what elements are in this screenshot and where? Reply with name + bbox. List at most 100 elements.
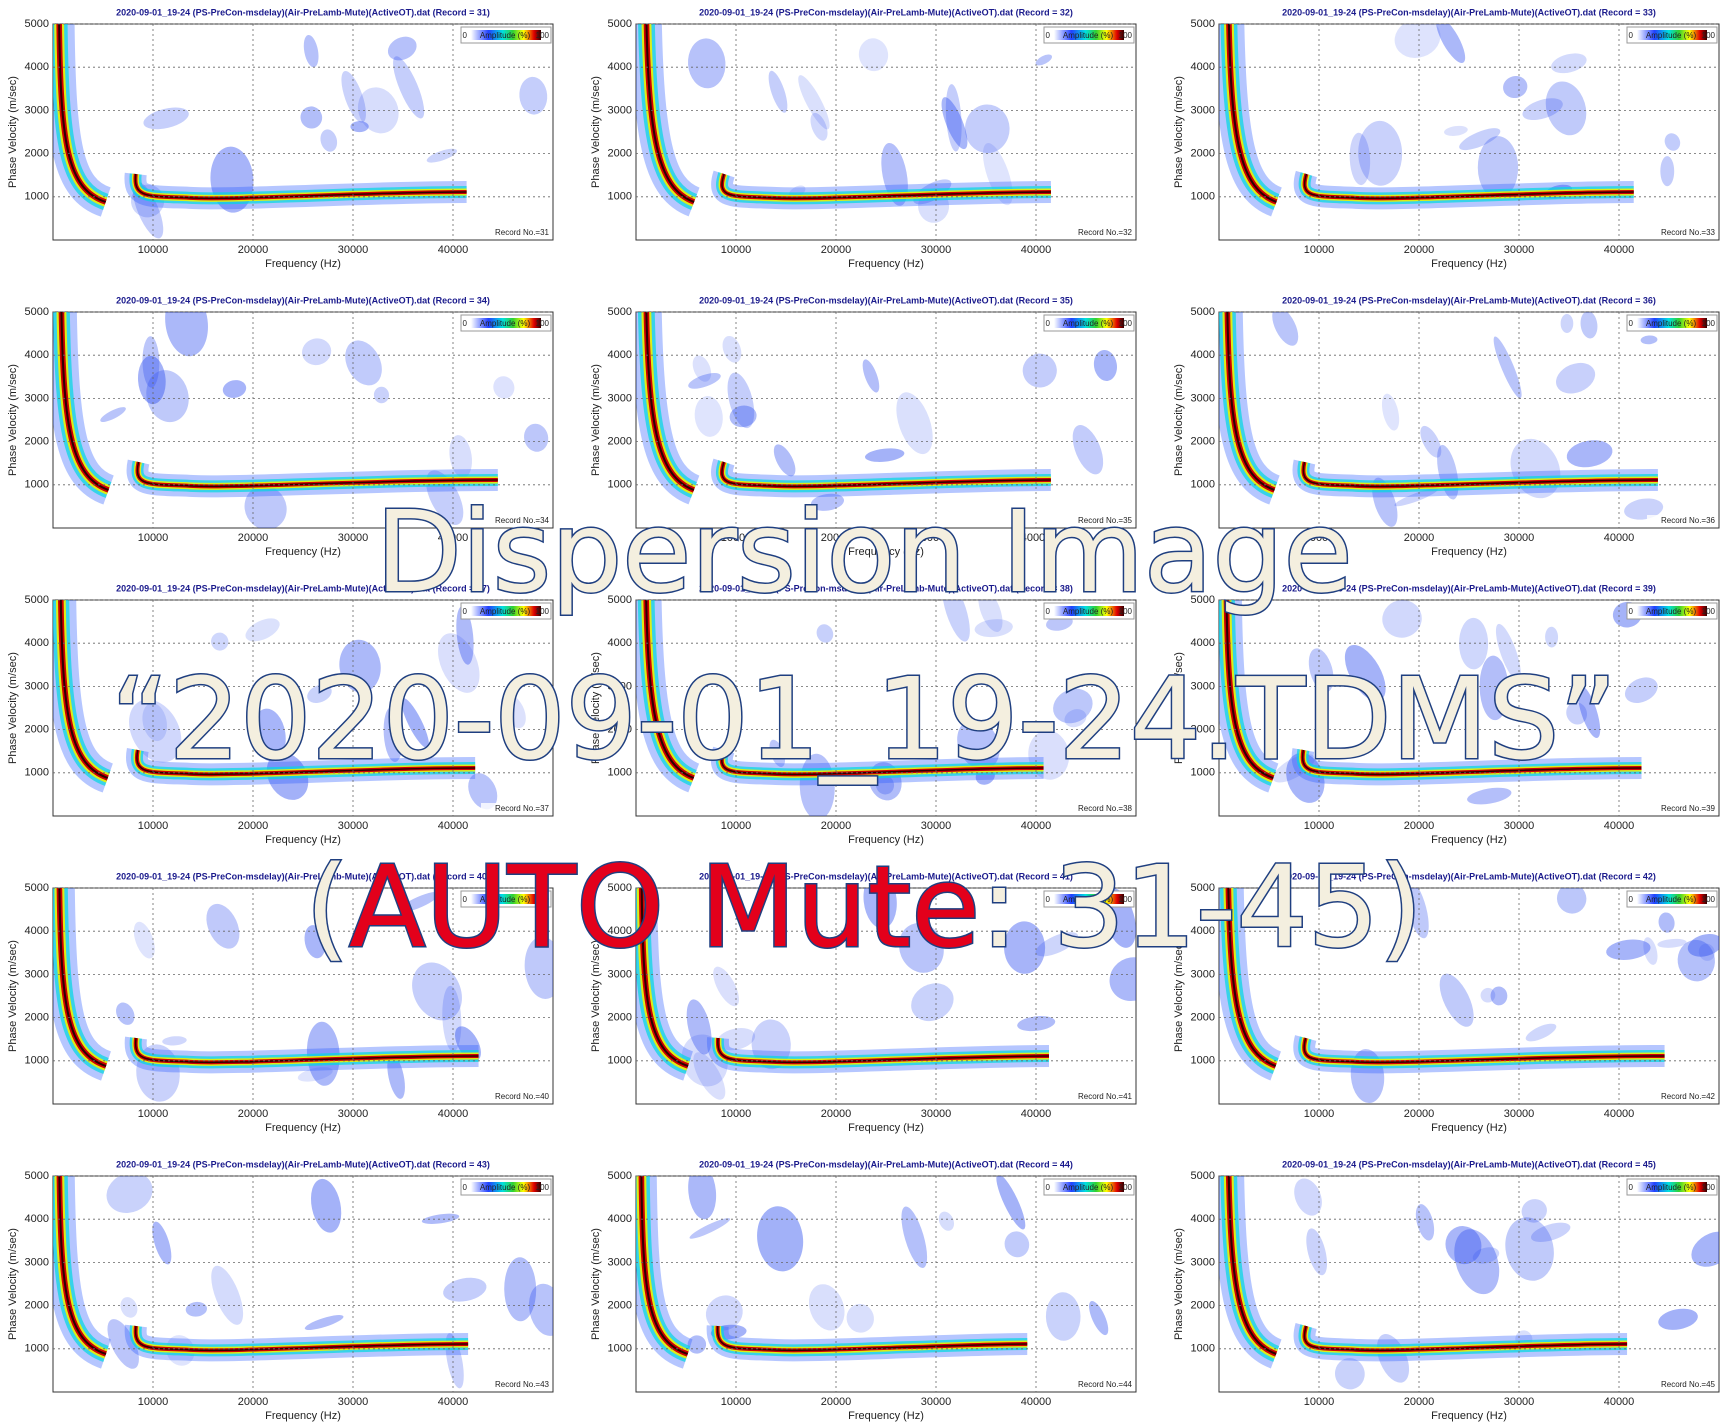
panel: 2020-09-01_19-24 (PS-PreCon-msdelay)(Air… xyxy=(1173,871,1720,1134)
blob xyxy=(1525,1023,1557,1042)
blob xyxy=(1004,1231,1030,1258)
panels: 2020-09-01_19-24 (PS-PreCon-msdelay)(Air… xyxy=(7,7,1720,1422)
y-tick-label: 3000 xyxy=(608,1256,632,1268)
x-tick-label: 40000 xyxy=(438,532,469,544)
dispersion-image xyxy=(53,312,549,528)
legend-min: 0 xyxy=(463,31,468,40)
x-tick-label: 10000 xyxy=(1304,532,1335,544)
dispersion-image xyxy=(1219,24,1681,217)
y-tick-label: 1000 xyxy=(608,1343,632,1355)
blob xyxy=(245,618,280,642)
x-tick-label: 20000 xyxy=(1404,1108,1435,1120)
x-tick-label: 40000 xyxy=(1604,1396,1635,1408)
legend-min: 0 xyxy=(1629,607,1634,616)
blob xyxy=(456,606,474,665)
x-tick-label: 10000 xyxy=(721,532,752,544)
blob xyxy=(383,706,403,763)
dispersion-image xyxy=(53,1176,553,1389)
record-box xyxy=(481,515,551,526)
legend-title: Amplitude (%) xyxy=(1063,607,1114,616)
blob xyxy=(185,1301,208,1317)
legend-max: 100 xyxy=(1119,607,1133,616)
blob xyxy=(858,38,889,72)
plot-area xyxy=(635,1175,1137,1393)
blob xyxy=(1677,939,1715,982)
plot-area xyxy=(52,599,554,817)
panel: 2020-09-01_19-24 (PS-PreCon-msdelay)(Air… xyxy=(7,295,554,558)
dispersion-image xyxy=(53,600,526,810)
y-tick-label: 5000 xyxy=(608,306,632,318)
panel: 2020-09-01_19-24 (PS-PreCon-msdelay)(Air… xyxy=(590,583,1137,846)
legend-min: 0 xyxy=(463,1183,468,1192)
legend-title: Amplitude (%) xyxy=(1063,319,1114,328)
record-box xyxy=(1064,1379,1134,1390)
x-axis-label: Frequency (Hz) xyxy=(848,1410,924,1422)
record-label: Record No.=31 xyxy=(495,228,550,237)
dispersion-curve xyxy=(1227,1176,1277,1355)
blob xyxy=(1334,1358,1365,1390)
blob xyxy=(528,1283,553,1336)
blob xyxy=(727,372,755,429)
panel: 2020-09-01_19-24 (PS-PreCon-msdelay)(Air… xyxy=(1173,7,1720,270)
panel-title: 2020-09-01_19-24 (PS-PreCon-msdelay)(Air… xyxy=(116,7,490,17)
panel: 2020-09-01_19-24 (PS-PreCon-msdelay)(Air… xyxy=(7,1159,554,1422)
blob xyxy=(1064,709,1087,728)
colorbar xyxy=(1637,606,1707,616)
panel-title: 2020-09-01_19-24 (PS-PreCon-msdelay)(Air… xyxy=(699,295,1073,305)
y-tick-label: 2000 xyxy=(608,436,632,448)
blob xyxy=(810,112,828,141)
panel-title: 2020-09-01_19-24 (PS-PreCon-msdelay)(Air… xyxy=(1282,1159,1656,1169)
blob xyxy=(426,148,458,163)
blob xyxy=(1436,24,1466,64)
x-tick-label: 40000 xyxy=(1021,1108,1052,1120)
blob xyxy=(1556,888,1587,914)
dispersion-curve xyxy=(136,749,476,776)
blob xyxy=(524,936,553,999)
blob xyxy=(142,702,168,742)
record-label: Record No.=32 xyxy=(1078,228,1133,237)
blob xyxy=(964,104,1010,154)
panel: 2020-09-01_19-24 (PS-PreCon-msdelay)(Air… xyxy=(590,871,1137,1134)
y-tick-label: 1000 xyxy=(25,479,49,491)
x-tick-label: 20000 xyxy=(821,1396,852,1408)
y-tick-label: 4000 xyxy=(25,1213,49,1225)
legend-title: Amplitude (%) xyxy=(1646,607,1697,616)
blob xyxy=(1394,24,1441,58)
x-tick-label: 20000 xyxy=(821,532,852,544)
blob xyxy=(942,600,970,642)
blob xyxy=(387,36,417,61)
blob xyxy=(808,1284,845,1331)
panel-title: 2020-09-01_19-24 (PS-PreCon-msdelay)(Air… xyxy=(116,871,490,881)
panel: 2020-09-01_19-24 (PS-PreCon-msdelay)(Air… xyxy=(590,1159,1137,1422)
y-tick-label: 5000 xyxy=(25,306,49,318)
legend: 0 Amplitude (%) 100 xyxy=(1043,26,1135,44)
y-tick-label: 3000 xyxy=(1191,680,1215,692)
dispersion-image xyxy=(53,24,548,239)
dispersion-curve xyxy=(58,24,107,203)
record-box xyxy=(481,1091,551,1102)
record-box xyxy=(1647,515,1717,526)
colorbar xyxy=(1054,318,1124,328)
blob xyxy=(443,1277,487,1302)
legend-max: 100 xyxy=(1119,895,1133,904)
panel-title: 2020-09-01_19-24 (PS-PreCon-msdelay)(Air… xyxy=(699,7,1073,17)
x-tick-label: 30000 xyxy=(338,1108,369,1120)
legend: 0 Amplitude (%) 100 xyxy=(1626,314,1718,332)
blob xyxy=(1691,1231,1719,1267)
record-box xyxy=(1064,515,1134,526)
y-tick-label: 3000 xyxy=(25,104,49,116)
y-tick-label: 5000 xyxy=(1191,1170,1215,1182)
legend-max: 100 xyxy=(1702,1183,1716,1192)
blob xyxy=(846,1303,874,1333)
y-axis-label: Phase Velocity (m/sec) xyxy=(590,1228,602,1340)
x-tick-label: 10000 xyxy=(138,1108,169,1120)
blob xyxy=(1308,648,1334,693)
legend-title: Amplitude (%) xyxy=(480,607,531,616)
x-tick-label: 40000 xyxy=(1021,820,1052,832)
y-tick-label: 5000 xyxy=(1191,306,1215,318)
dispersion-curve xyxy=(1227,888,1277,1067)
legend-min: 0 xyxy=(1046,31,1051,40)
record-label: Record No.=37 xyxy=(495,804,550,813)
colorbar xyxy=(471,318,541,328)
blob xyxy=(120,1297,138,1318)
